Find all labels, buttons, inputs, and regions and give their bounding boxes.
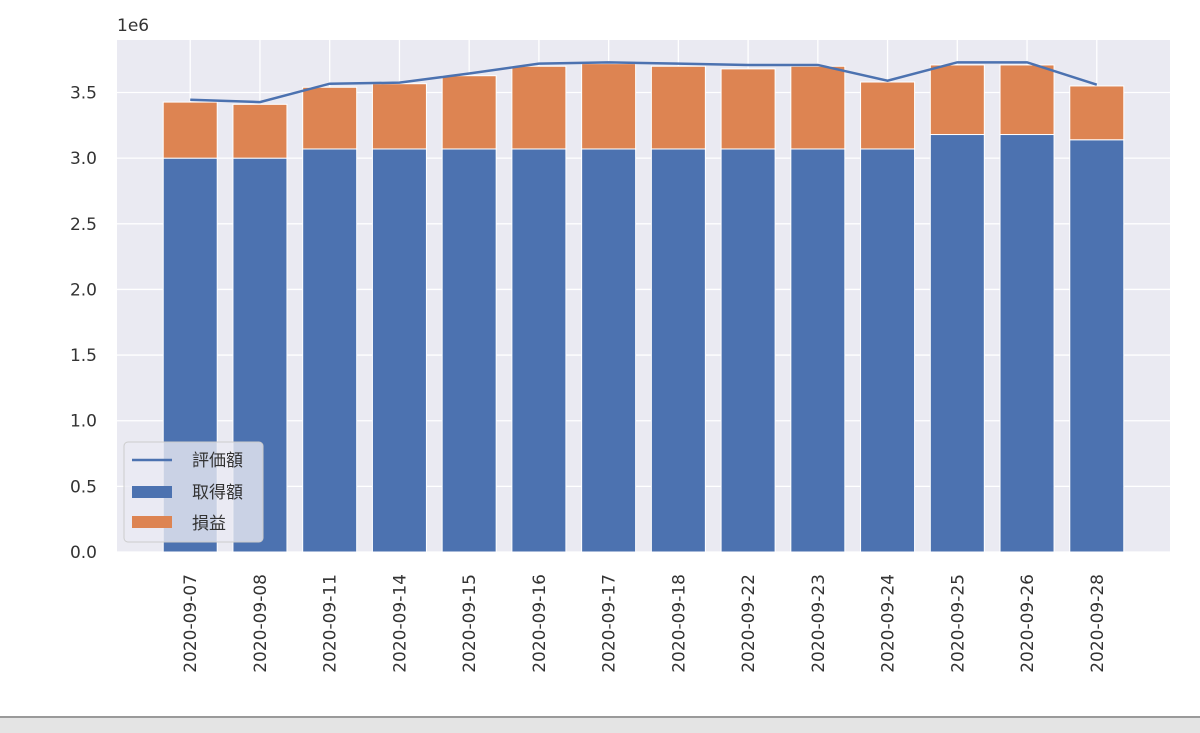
bar-profit [999,64,1055,136]
x-tick-label: 2020-09-23 [809,574,829,673]
x-tick-label: 2020-09-28 [1088,574,1108,673]
bar-acquisition [581,148,637,553]
bar-acquisition [302,148,358,553]
bar-acquisition [650,148,706,553]
bar-profit [720,68,776,150]
legend-bar-swatch-acquisition [132,486,172,498]
bar-acquisition [860,148,916,553]
x-tick-label: 2020-09-08 [251,574,271,673]
bar-profit [302,86,358,150]
bar-profit [1069,85,1125,141]
x-tick-label: 2020-09-14 [390,574,410,673]
bar-acquisition [371,148,427,553]
x-tick-label: 2020-09-07 [181,574,201,673]
bar-profit [232,103,288,159]
window-bottom-edge [0,716,1200,733]
x-tick-label: 2020-09-24 [879,574,899,673]
bar-acquisition [720,148,776,553]
y-tick-label: 1.5 [70,346,97,366]
plot-background [117,40,1170,552]
legend: 評価額 取得額 損益 [123,441,264,543]
y-tick-label: 2.0 [70,280,97,300]
bar-profit [511,65,567,150]
bar-profit [929,64,985,136]
y-tick-label: 2.5 [70,215,97,235]
legend-bar-swatch-profit [132,516,172,528]
y-tick-label: 1.0 [70,412,97,432]
x-tick-label: 2020-09-18 [669,574,689,673]
bar-acquisition [999,134,1055,553]
y-tick-label: 3.5 [70,84,97,104]
bar-acquisition [511,148,567,553]
y-tick-label: 3.0 [70,149,97,169]
x-tick-label: 2020-09-11 [321,574,341,673]
bar-profit [581,63,637,150]
bar-profit [650,65,706,150]
x-tick-label: 2020-09-26 [1018,574,1038,673]
x-tick-label: 2020-09-15 [460,574,480,673]
y-tick-label: 0.0 [70,543,97,563]
bar-profit [371,83,427,150]
bar-profit [790,65,846,150]
y-tick-label: 0.5 [70,477,97,497]
y-offset-label: 1e6 [117,16,149,36]
x-tick-label: 2020-09-22 [739,574,759,673]
legend-label-valuation: 評価額 [192,451,243,471]
bar-profit [441,75,497,150]
x-tick-label: 2020-09-16 [530,574,550,673]
bar-acquisition [790,148,846,553]
legend-label-acquisition: 取得額 [192,483,243,503]
legend-label-profit: 損益 [192,514,226,534]
bar-profit [162,101,218,159]
bar-acquisition [441,148,497,553]
bar-profit [860,81,916,150]
line-valuation [190,61,1098,104]
bar-acquisition [1069,139,1125,553]
bar-acquisition [929,134,985,553]
x-tick-label: 2020-09-25 [948,574,968,673]
x-tick-label: 2020-09-17 [600,574,620,673]
